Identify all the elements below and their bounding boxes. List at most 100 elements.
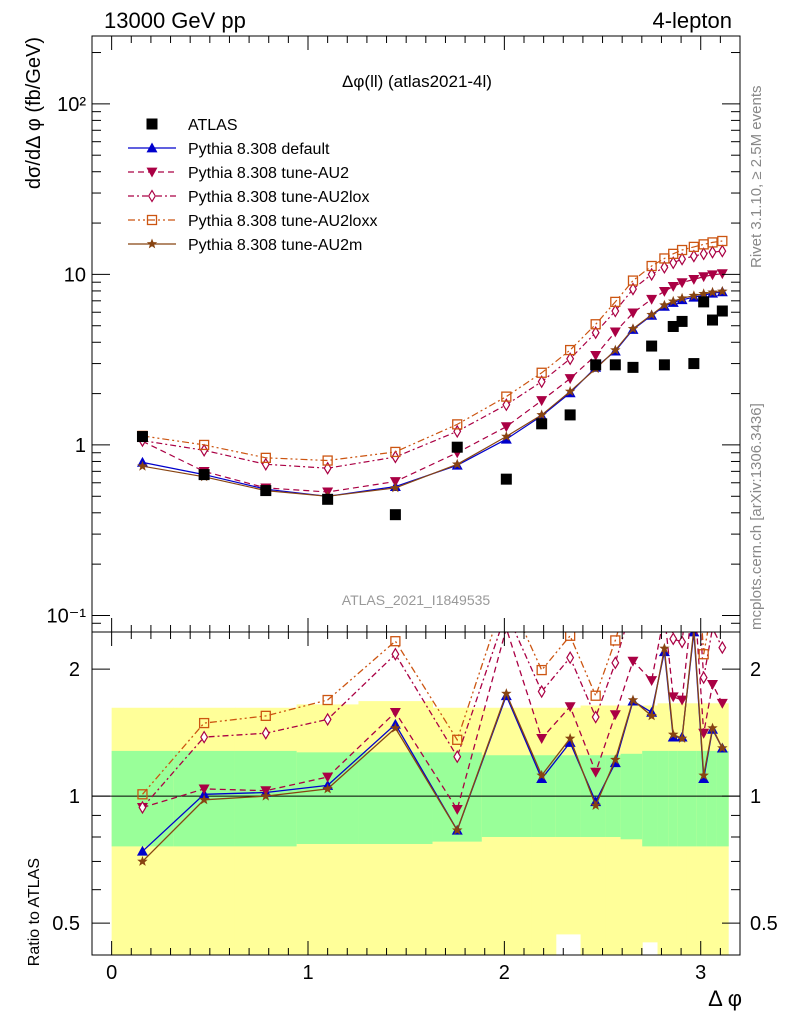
watermark: ATLAS_2021_I1849535 <box>342 592 491 608</box>
ratio-2-point <box>453 750 462 764</box>
series-3-point <box>501 391 512 402</box>
series-4-point <box>501 431 512 441</box>
band-inner <box>296 752 359 844</box>
series-2-point <box>628 282 637 296</box>
band-inner <box>686 750 698 847</box>
series-2-point <box>591 326 600 340</box>
series-2-point <box>718 244 727 258</box>
series-1-point <box>609 327 621 338</box>
y-tick-label-ratio-right: 2 <box>750 659 761 681</box>
ratio-2-point <box>261 726 270 740</box>
ratio-4-point <box>322 783 333 794</box>
y-tick-label-main: 1 <box>75 435 86 457</box>
series-3-point <box>627 275 639 286</box>
ratio-line-2 <box>142 632 723 808</box>
ratio-1-point <box>707 680 719 690</box>
ratio-3-point <box>590 690 601 701</box>
band-inner <box>642 750 659 847</box>
y-tick-label-ratio-right: 0.5 <box>750 913 778 935</box>
series-2-point <box>261 457 270 471</box>
ratio-2-point <box>566 650 575 665</box>
ratio-1-point <box>564 702 576 713</box>
series-3-point <box>322 455 333 466</box>
ratio-4-point <box>668 729 679 739</box>
ratio-1-point <box>667 692 679 703</box>
data-point <box>500 473 512 485</box>
ratio-4-point <box>137 855 148 866</box>
band-inner <box>668 750 678 847</box>
ratio-2-point <box>678 635 687 649</box>
ratio-4-point <box>590 800 601 810</box>
series-1-point <box>707 270 719 281</box>
ratio-2-point <box>200 730 209 744</box>
data-point <box>646 340 658 352</box>
series-line-0 <box>142 291 723 497</box>
legend-label: Pythia 8.308 default <box>188 141 330 158</box>
data-point <box>676 315 688 327</box>
data-point <box>198 469 210 481</box>
ratio-4-point <box>676 733 688 743</box>
data-point <box>564 409 576 421</box>
series-3-point <box>536 367 547 378</box>
ratio-4-point <box>501 688 512 699</box>
series-1-point <box>500 422 512 433</box>
x-tick-label: 1 <box>302 962 313 984</box>
series-3-point <box>610 296 621 308</box>
series-3-point <box>717 235 728 247</box>
ratio-frame <box>91 631 741 956</box>
series-3-point <box>452 419 463 430</box>
data-point <box>260 485 272 497</box>
ratio-4-point <box>627 694 639 705</box>
series-1-point <box>389 477 401 488</box>
band-inner <box>358 752 433 844</box>
series-4-point <box>668 295 679 306</box>
frames <box>91 35 741 956</box>
ratio-3-point <box>260 710 271 722</box>
ratio-3-point <box>452 734 463 745</box>
legend-marker <box>146 167 158 178</box>
ratio-2-point <box>699 670 708 685</box>
series-2-point <box>200 443 209 457</box>
header-left: 13000 GeV pp <box>104 8 246 33</box>
series-4-point <box>688 290 700 301</box>
series-line-3 <box>142 240 723 462</box>
series-2-point <box>689 249 698 263</box>
data-point <box>451 441 463 453</box>
ratio-1-point <box>536 734 548 744</box>
legend-label: Pythia 8.308 tune-AU2lox <box>188 189 369 206</box>
ratio-4-point <box>536 769 547 780</box>
ratio-2-point <box>611 656 620 670</box>
data-point <box>590 359 602 371</box>
ratio-2-point <box>591 710 600 724</box>
ratio-4-point <box>698 769 709 780</box>
y-tick-label-main: 10² <box>57 94 86 116</box>
y-tick-label-ratio-left: 0.5 <box>52 913 80 935</box>
series-3-point <box>707 237 718 248</box>
series-4-point <box>610 344 621 355</box>
ratio-2-point <box>138 800 147 815</box>
y-axis-label-main: dσ/dΔ φ (fb/GeV) <box>23 37 45 189</box>
ratio-1-point <box>451 805 463 815</box>
series-2-point <box>669 256 678 270</box>
ratio-1-point <box>716 698 728 709</box>
ratio-1-point <box>590 767 602 778</box>
series-2-point <box>708 245 717 259</box>
legend-marker <box>146 214 158 226</box>
band-inner <box>696 750 708 847</box>
ratio-4-point <box>646 710 657 721</box>
data-point <box>322 493 334 505</box>
ratio-2-point <box>391 647 400 661</box>
x-tick-label: 2 <box>499 962 510 984</box>
ratio-3-point <box>564 632 576 641</box>
ratio-2-point <box>669 632 678 646</box>
band-inner <box>716 750 729 847</box>
series-line-1 <box>142 273 723 493</box>
data-point <box>389 509 401 521</box>
ratio-1-point <box>322 772 334 783</box>
ratio-1-point <box>627 656 639 667</box>
y-tick-label-main: 10⁻¹ <box>47 605 87 627</box>
series-4-point <box>137 460 148 471</box>
ratio-4-point <box>717 742 728 753</box>
series-4-point <box>564 385 576 396</box>
series-4-point <box>698 288 709 299</box>
